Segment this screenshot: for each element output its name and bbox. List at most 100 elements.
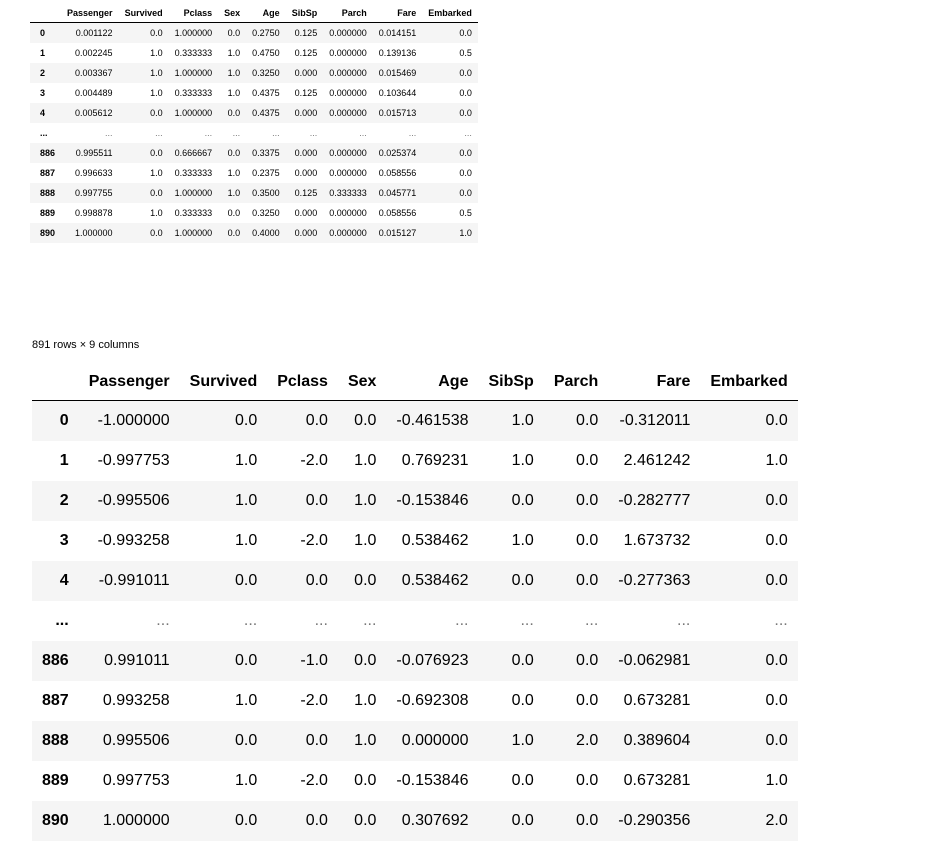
table-cell: 0.0: [511, 811, 534, 829]
table-cell: 1.0: [150, 207, 163, 218]
table-cell: 0.0: [576, 771, 599, 789]
column-header-passenger: Passenger: [78, 364, 180, 401]
table-cell: 0.0: [459, 167, 472, 178]
table-cell: 0.0: [765, 531, 788, 549]
table-cell: 0.998878: [75, 207, 113, 218]
row-index: 889: [40, 207, 56, 218]
table-cell: ...: [232, 127, 241, 138]
table-cell: 0.0: [576, 691, 599, 709]
table-cell: 0.0: [354, 811, 377, 829]
table-cell: ...: [105, 127, 113, 138]
column-header-embarked: Embarked: [422, 4, 478, 23]
table-cell: 0.0: [459, 147, 472, 158]
table-cell: 1.0: [765, 451, 788, 469]
table-cell: 0.0: [227, 27, 241, 38]
table-cell: 0.0: [354, 771, 377, 789]
table-cell: 0.0: [234, 571, 258, 589]
table-cell: 0.0: [576, 811, 599, 829]
table-cell: 0.0: [227, 227, 241, 238]
row-index: 2: [59, 491, 69, 509]
table-cell: 0.002245: [75, 47, 113, 58]
table-cell: ...: [408, 127, 417, 138]
row-index: 887: [42, 691, 69, 709]
column-header-pclass: Pclass: [267, 364, 338, 401]
table-cell: -0.282777: [618, 491, 691, 509]
column-header-age: Age: [246, 4, 286, 23]
header-row: Passenger Survived Pclass Sex Age SibSp …: [30, 4, 478, 23]
table-cell: 1.0: [511, 451, 534, 469]
table-cell: 0.333333: [174, 167, 213, 178]
table-cell: 0.125: [294, 47, 318, 58]
table-cell: 0.0: [459, 67, 472, 78]
index-header: [30, 4, 62, 23]
table-cell: 0.0: [150, 107, 163, 118]
table-cell: 1.000000: [102, 811, 170, 829]
table-cell: -0.997753: [97, 451, 170, 469]
table-cell: 0.0: [227, 207, 241, 218]
table-cell: 0.997755: [75, 187, 113, 198]
table-cell: 0.4375: [252, 87, 280, 98]
table-cell: 0.3250: [252, 207, 280, 218]
table-cell: 0.058556: [378, 207, 417, 218]
table-cell: 1.0: [765, 771, 788, 789]
row-index: 0: [59, 411, 69, 429]
table-row: 887 0.993258 1.0 -2.0 1.0 -0.692308 0.0 0.0 0.67…: [32, 681, 798, 721]
row-index: ...: [40, 127, 48, 138]
table-row: 2 -0.995506 1.0 0.0 1.0 -0.153846 0.0 0.0 -0.282…: [32, 480, 798, 521]
table-cell: ...: [464, 127, 472, 138]
table-cell: 0.000000: [329, 167, 367, 178]
table-cell: 0.0: [354, 651, 377, 669]
shape-caption: 891 rows × 9 columns: [32, 339, 140, 351]
dataframe-minmax-scaled: Passenger Survived Pclass Sex Age SibSp …: [30, 4, 478, 243]
table-cell: -0.312011: [619, 411, 691, 429]
table-cell: 0.0: [227, 147, 241, 158]
table-cell: 0.125: [294, 187, 318, 198]
table-cell: 0.0: [459, 107, 472, 118]
table-row: ..............................: [32, 601, 798, 641]
table-cell: 0.125: [294, 87, 318, 98]
row-index: 0: [40, 27, 46, 38]
table-cell: 0.4375: [252, 107, 280, 118]
table-header: Passenger Survived Pclass Sex Age SibSp …: [32, 364, 798, 401]
table-cell: 0.0: [354, 411, 377, 429]
table-cell: 0.307692: [401, 811, 469, 829]
table-cell: 0.996633: [75, 167, 113, 178]
row-index: 2: [40, 67, 46, 78]
table-cell: ...: [774, 611, 788, 629]
table-cell: 0.000000: [329, 147, 367, 158]
table-cell: 1.0: [459, 227, 472, 238]
table-cell: 0.015127: [378, 227, 417, 238]
table-cell: 1.0: [234, 531, 258, 549]
table-cell: 0.5: [459, 207, 472, 218]
table-cell: -0.062981: [618, 651, 691, 669]
table-cell: 0.014151: [378, 27, 417, 38]
table-cell: 0.0: [234, 651, 258, 669]
table-cell: -2.0: [300, 451, 328, 469]
table-cell: 0.993258: [102, 691, 170, 709]
table-cell: 1.0: [227, 167, 241, 178]
table-cell: 0.045771: [378, 187, 417, 198]
table-cell: 0.333333: [174, 47, 213, 58]
table-row: 4 -0.991011 0.0 0.0 0.0 0.538462 0.0 0.0 -0.2773…: [32, 560, 798, 601]
column-header-passenger: Passenger: [61, 4, 119, 23]
row-index: 886: [42, 651, 69, 669]
table-cell: 0.0: [227, 107, 241, 118]
table-cell: -0.153846: [396, 491, 469, 509]
table-cell: 0.0: [150, 147, 163, 158]
table-cell: 1.673732: [623, 531, 691, 549]
table-cell: 0.0: [511, 651, 534, 669]
table-cell: 0.995506: [102, 731, 170, 749]
table-cell: -0.076923: [396, 651, 469, 669]
table-cell: 0.3375: [252, 147, 280, 158]
table-cell: ...: [455, 611, 469, 629]
column-header-age: Age: [386, 364, 479, 401]
table-cell: 0.004489: [75, 87, 113, 98]
table-cell: 1.000000: [174, 27, 213, 38]
table-cell: 0.0: [576, 651, 599, 669]
table-cell: 0.000000: [329, 27, 367, 38]
table-cell: 0.0: [459, 187, 472, 198]
table-cell: 0.0: [354, 571, 377, 589]
table-cell: ...: [314, 611, 328, 629]
table-cell: 1.0: [227, 47, 241, 58]
table-cell: 0.673281: [623, 771, 691, 789]
